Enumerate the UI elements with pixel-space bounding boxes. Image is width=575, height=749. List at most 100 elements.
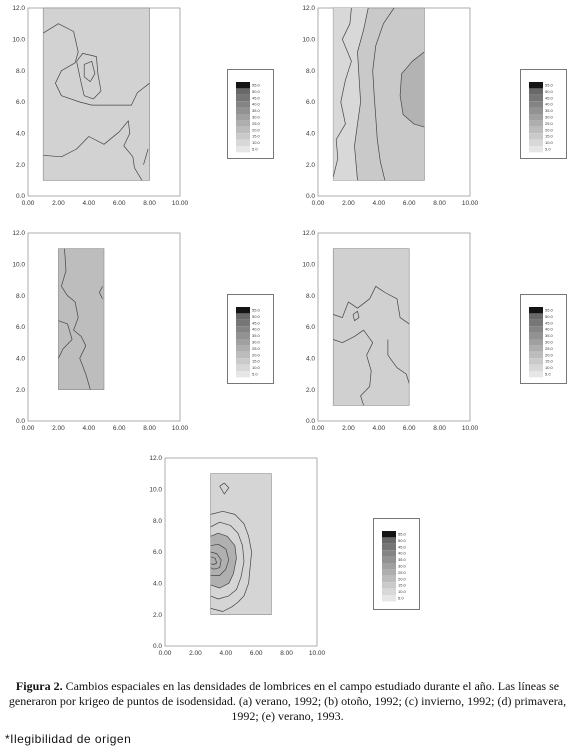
y-tick-label: 10.0 (12, 37, 25, 44)
legend-level-label: 5.0 (252, 147, 258, 152)
legend-level-label: 50.0 (398, 538, 407, 543)
legend-level-label: 50.0 (545, 314, 554, 319)
legend-level-label: 45.0 (252, 95, 261, 100)
legend-scale-c: 55.050.045.0 40.035.0 30.025.020.0 15.010.0… (236, 307, 261, 378)
contour-line (61, 248, 91, 390)
y-tick-label: 4.0 (306, 356, 315, 363)
x-tick-label: 0.00 (312, 425, 325, 432)
panel-b: 0.00 2.00 4.00 6.00 8.00 10.00 0.0 2.0 4.0 6.0 8.0… (290, 0, 490, 220)
legend-level-label: 30.0 (398, 564, 407, 569)
contour-line (372, 8, 395, 181)
legend-level-label: 15.0 (545, 359, 554, 364)
x-tick-label: 6.00 (403, 200, 416, 207)
y-tick-label: 8.0 (306, 293, 315, 300)
y-tick-label: 2.0 (306, 387, 315, 394)
legend-level-label: 20.0 (252, 127, 261, 132)
x-tick-label: 8.00 (280, 650, 293, 657)
field-area (42, 7, 150, 181)
legend-scale-d: 55.050.045.0 40.035.0 30.025.020.0 15.010.0… (529, 307, 554, 378)
legend-swatch (236, 332, 250, 339)
contour-plot-c: 0.00 2.00 4.00 6.00 8.00 10.00 0.0 2.0 4.0 6.0 8.0… (12, 230, 189, 432)
panel-e: 0.00 2.00 4.00 6.00 8.00 10.00 0.0 2.0 4.0 6.0 8.0… (137, 450, 337, 670)
legend-level-label: 45.0 (545, 320, 554, 325)
x-tick-label: 4.00 (372, 200, 385, 207)
y-tick-label: 0.0 (16, 418, 25, 425)
legend-level-label: 15.0 (252, 134, 261, 139)
legend-swatch (529, 94, 543, 102)
legend-level-label: 25.0 (545, 121, 554, 126)
legend-swatch (529, 339, 543, 346)
y-tick-label: 0.0 (306, 193, 315, 200)
contour-line (210, 532, 237, 589)
y-tick-label: 2.0 (16, 162, 25, 169)
y-tick-label: 4.0 (153, 581, 162, 588)
y-tick-label: 2.0 (306, 162, 315, 169)
x-tick-label: 2.00 (52, 425, 65, 432)
field-area (332, 248, 410, 406)
legend-level-label: 55.0 (252, 83, 261, 88)
legend-swatch (529, 146, 543, 153)
legend-level-label: 40.0 (252, 327, 261, 332)
x-tick-label: 6.00 (403, 425, 416, 432)
x-tick-label: 0.00 (22, 200, 35, 207)
y-tick-label: 4.0 (16, 131, 25, 138)
contour-plot-e: 0.00 2.00 4.00 6.00 8.00 10.00 0.0 2.0 4.0 6.0 8.0… (149, 455, 326, 657)
legend-swatch (529, 126, 543, 134)
y-tick-label: 0.0 (153, 643, 162, 650)
legend-swatch (236, 146, 250, 153)
legend-level-label: 5.0 (545, 147, 551, 152)
panel-c: 0.00 2.00 4.00 6.00 8.00 10.00 0.0 2.0 4.0 6.0 8.0… (0, 225, 200, 445)
legend-c: 55.0 50.0 45.0 40.0 35.0 30.0 25.0 20.0 15.0 10.0… (227, 294, 274, 384)
contour-line (43, 23, 150, 106)
y-tick-label: 12.0 (302, 5, 315, 12)
legend-level-label: 10.0 (545, 365, 554, 370)
legend-swatch (236, 307, 250, 314)
legend-level-label: 20.0 (398, 576, 407, 581)
legend-level-label: 55.0 (398, 532, 407, 537)
legend-swatch (529, 133, 543, 140)
contour-line (210, 551, 222, 570)
legend-level-label: 5.0 (545, 372, 551, 377)
legend-swatch (236, 339, 250, 346)
legend-swatch (236, 126, 250, 134)
x-tick-label: 10.00 (172, 425, 189, 432)
x-tick-label: 4.00 (82, 425, 95, 432)
legend-level-label: 25.0 (252, 346, 261, 351)
panel-d: 0.00 2.00 4.00 6.00 8.00 10.00 0.0 2.0 4.0 6.0 8.0… (290, 225, 490, 445)
y-tick-label: 2.0 (153, 612, 162, 619)
x-tick-label: 10.00 (462, 425, 479, 432)
legend-swatch (382, 550, 396, 557)
legend-swatch (529, 120, 543, 127)
y-tick-label: 8.0 (153, 518, 162, 525)
legend-level-label: 10.0 (398, 589, 407, 594)
legend-swatch (236, 133, 250, 140)
contour-line (83, 60, 96, 82)
contour-line (210, 521, 245, 600)
legend-swatch (529, 332, 543, 339)
contour-line (210, 510, 252, 612)
legend-swatch (529, 371, 543, 378)
legend-level-label: 15.0 (252, 359, 261, 364)
x-tick-label: 4.00 (82, 200, 95, 207)
density-core (210, 533, 237, 588)
legend-swatch (236, 358, 250, 365)
legend-swatch (529, 88, 543, 95)
legend-scale-e: 55.050.045.0 40.035.0 30.025.020.0 15.010.0… (382, 531, 407, 602)
legend-swatch (529, 307, 543, 314)
legend-swatch (529, 358, 543, 365)
legend-d: 55.0 50.0 45.0 40.0 35.0 30.0 25.0 20.0 15.0 10.0… (520, 294, 567, 384)
y-tick-label: 8.0 (306, 68, 315, 75)
y-tick-label: 10.0 (302, 262, 315, 269)
y-tick-label: 0.0 (16, 193, 25, 200)
footnote: *Ilegibilidad de origen (5, 732, 132, 746)
x-tick-label: 10.00 (309, 650, 326, 657)
density-core (400, 51, 425, 128)
x-tick-label: 6.00 (250, 650, 263, 657)
legend-swatch (382, 543, 396, 551)
legend-level-label: 50.0 (545, 89, 554, 94)
y-tick-label: 6.0 (306, 99, 315, 106)
legend-level-label: 35.0 (398, 557, 407, 562)
legend-level-label: 20.0 (252, 352, 261, 357)
legend-swatch (382, 569, 396, 576)
x-tick-label: 6.00 (113, 200, 126, 207)
